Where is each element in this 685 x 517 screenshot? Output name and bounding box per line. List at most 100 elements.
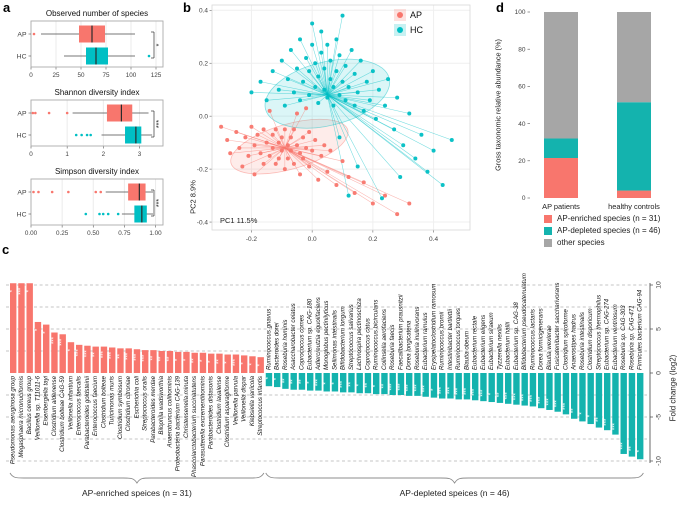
- plot-border: [30, 178, 164, 226]
- HC-point: [431, 148, 436, 153]
- bar-stars: ***: [505, 392, 511, 400]
- species-label: Coprococcus catus: [364, 318, 371, 370]
- x-tick-label: 125: [151, 72, 162, 79]
- HC-point: [316, 100, 321, 105]
- species-label: Sellimonas intestinalis: [331, 310, 338, 370]
- bar-Eubacterium sp. CAG-274: [604, 373, 611, 431]
- bar-stars: *: [27, 289, 33, 292]
- bar-Roseburia inulinivorans: [414, 373, 421, 396]
- AP-point: [282, 167, 287, 172]
- bar-stars: ***: [126, 352, 132, 360]
- species-label: Ruminococcus bromii: [439, 311, 446, 370]
- other-key-icon: [544, 239, 552, 247]
- AP-point: [240, 164, 245, 169]
- bar-stars: *: [357, 383, 363, 386]
- HC-spider-line: [287, 78, 328, 96]
- HC-spider-line: [311, 23, 328, 96]
- bar-Collinsella aerofaciens: [381, 373, 388, 395]
- HC-spider-line: [315, 86, 328, 96]
- species-label: Christensenella minuta: [183, 375, 190, 438]
- HC-spider-line: [327, 94, 452, 141]
- bar-Adlercreutzia equolifaciens: [315, 373, 322, 391]
- species-label: Enterococcus faecalis: [76, 376, 83, 435]
- HC-point: [352, 71, 357, 76]
- bar-Christensenella minuta: [183, 351, 190, 373]
- AP-point: [319, 153, 324, 158]
- species-label: Asaccharobacter celatus: [290, 303, 297, 371]
- bar-stars: **: [299, 379, 305, 384]
- boxplot-title: Observed number of species: [46, 9, 148, 18]
- plot-bg: [212, 5, 470, 230]
- bar-stars: *: [249, 362, 255, 365]
- plot-border: [211, 4, 471, 231]
- HC-point: [349, 48, 354, 52]
- AP-point: [255, 132, 260, 137]
- row-label: AP: [17, 110, 27, 117]
- HC-point: [337, 135, 342, 140]
- AP-spider-line: [284, 147, 410, 204]
- AP-spider-line: [230, 147, 285, 154]
- bar-Eubacterium ventriosum: [612, 373, 619, 435]
- bar-Dorea formicigenerans: [538, 373, 545, 409]
- outlier-point: [94, 190, 98, 194]
- box: [134, 205, 147, 223]
- AP-point: [346, 175, 351, 180]
- bar-Veillonella infantium: [67, 342, 75, 373]
- x-tick-label: 100: [126, 72, 137, 79]
- bar-Eubacterium siraeum: [488, 373, 495, 403]
- AP-point: [328, 148, 333, 153]
- HC-spider-line: [327, 73, 355, 96]
- AP-point: [298, 172, 303, 177]
- bar-Eisenbergiella tayi: [43, 324, 50, 373]
- bar-Proteobacteria bacterium CAG-139: [175, 351, 182, 373]
- HC-spider-line: [327, 94, 370, 101]
- bar-stars: ***: [414, 384, 420, 392]
- AP-point: [258, 151, 263, 156]
- HC-spider-line: [284, 94, 328, 106]
- species-label: Parabacteroides goldsteinii: [84, 375, 91, 449]
- HC-point: [379, 196, 384, 201]
- bar-stars: **: [629, 446, 635, 451]
- AP-point: [291, 161, 296, 166]
- bar-Roseburia sp. CAG-303: [620, 373, 627, 454]
- abundance-legend: AP-enriched species (n = 31) AP-depleted…: [544, 214, 660, 250]
- HC-spider-line: [293, 92, 328, 96]
- species-label: Eubacterium eligens: [480, 315, 487, 370]
- y-tick-label: 60: [518, 84, 526, 91]
- AP-spider-line: [284, 139, 316, 149]
- HC-point: [355, 164, 360, 169]
- HC-point: [331, 103, 336, 108]
- HC-point: [288, 48, 293, 52]
- AP-point: [282, 127, 287, 132]
- AP-point: [334, 183, 339, 187]
- bar-stars: ***: [76, 349, 82, 357]
- species-label: Erysipelatoclostridium ramosum: [430, 284, 437, 370]
- species-label: Streptococcus thermophilus: [595, 295, 602, 370]
- AP-point: [307, 164, 312, 169]
- HC-point: [291, 90, 296, 95]
- stack-segment-AP patients: [544, 158, 578, 198]
- AP-point: [361, 180, 366, 185]
- HC-spider-line: [327, 89, 379, 96]
- x-tick-label: 0: [29, 151, 33, 158]
- HC-point: [383, 103, 388, 108]
- HC-point: [276, 87, 281, 92]
- AP-point: [304, 106, 309, 111]
- bar-Streptococcus salivarius: [348, 373, 355, 393]
- species-label: Roseburia hominis: [282, 320, 289, 370]
- species-label: Veillonella parvula: [232, 375, 239, 425]
- group-label: AP-enriched speices (n = 31): [82, 488, 192, 498]
- bar-stars: *: [431, 388, 437, 391]
- species-label: Roseburia faecis: [389, 325, 396, 370]
- species-label: Faecalibacterium prausnitzii: [397, 294, 404, 370]
- HC-point: [316, 74, 321, 79]
- box: [128, 183, 146, 201]
- AP-point: [288, 148, 293, 153]
- bar-stars: ***: [530, 394, 536, 402]
- bar-Anaerotruncus colihominis: [166, 351, 174, 373]
- HC-spider-line: [327, 71, 337, 96]
- x-tick-label: 0.25: [56, 230, 69, 237]
- bar-Turicimonas muris: [109, 347, 116, 373]
- x-tick-label: 1.00: [149, 230, 162, 237]
- HC-point: [413, 156, 418, 161]
